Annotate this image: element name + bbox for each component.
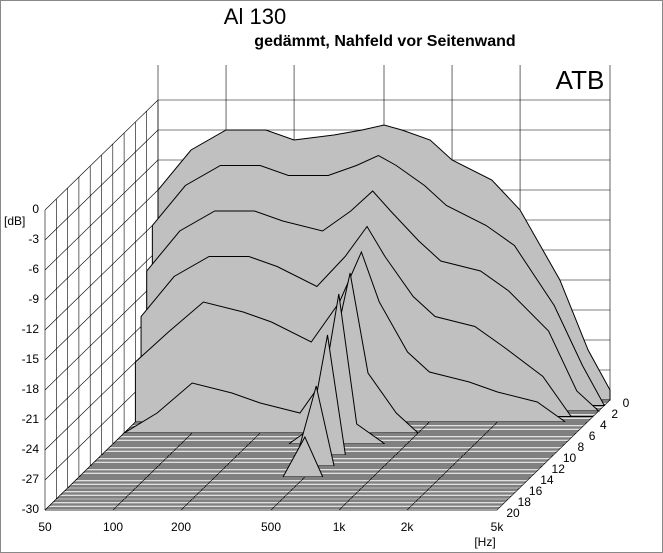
- y-tick-label: -9: [28, 292, 39, 306]
- z-tick-label: 10: [563, 451, 577, 465]
- z-tick-label: 18: [518, 495, 532, 509]
- x-tick-label: 2k: [401, 520, 415, 534]
- z-tick-label: 8: [577, 440, 584, 454]
- y-axis-label: [dB]: [4, 214, 25, 228]
- x-tick-label: 500: [261, 520, 281, 534]
- decay-slice: [101, 334, 554, 456]
- y-tick-label: -12: [22, 322, 40, 336]
- z-tick-label: 0: [623, 396, 630, 410]
- x-tick-label: 1k: [333, 520, 347, 534]
- chart-subtitle: gedämmt, Nahfeld vor Seitenwand: [254, 33, 515, 50]
- z-tick-label: 14: [540, 473, 554, 487]
- x-tick-label: 5k: [491, 520, 505, 534]
- decay-slice: [90, 385, 543, 467]
- y-tick-label: 0: [32, 202, 39, 216]
- x-tick-label: 50: [38, 520, 52, 534]
- y-tick-label: -24: [22, 442, 40, 456]
- y-tick-label: -18: [22, 382, 40, 396]
- z-tick-label: 6: [589, 429, 596, 443]
- y-tick-label: -15: [22, 352, 40, 366]
- x-tick-label: 200: [171, 520, 191, 534]
- x-tick-label: 100: [103, 520, 123, 534]
- decay-slice: [122, 272, 577, 434]
- z-tick-label: 4: [600, 418, 607, 432]
- logo: ATB: [556, 65, 605, 95]
- decay-slice: [78, 435, 531, 478]
- y-tick-label: -30: [22, 502, 40, 516]
- z-tick-label: 16: [529, 484, 543, 498]
- chart-title: Al 130: [224, 4, 286, 29]
- decay-slice: [112, 293, 565, 445]
- y-tick-label: -27: [22, 472, 40, 486]
- z-tick-label: 12: [552, 462, 566, 476]
- y-tick-label: -6: [28, 262, 39, 276]
- x-axis-label: [Hz]: [474, 535, 495, 549]
- z-tick-label: 20: [506, 506, 520, 520]
- y-tick-label: -3: [28, 232, 39, 246]
- y-tick-label: -21: [22, 412, 40, 426]
- z-tick-label: 2: [611, 407, 618, 421]
